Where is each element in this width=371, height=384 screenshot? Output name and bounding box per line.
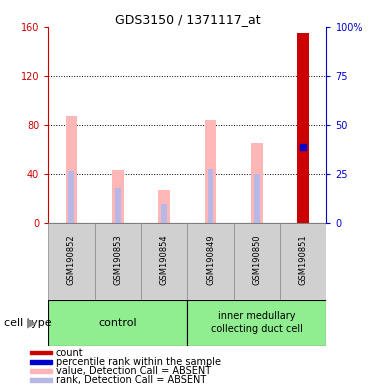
Text: cell type: cell type [4, 318, 51, 328]
Bar [234, 223, 280, 300]
Text: count: count [56, 348, 83, 358]
Bar [66, 116, 77, 223]
Text: value, Detection Call = ABSENT: value, Detection Call = ABSENT [56, 366, 211, 376]
Text: ▶: ▶ [27, 316, 36, 329]
Text: GSM190854: GSM190854 [160, 234, 169, 285]
Text: inner medullary
collecting duct cell: inner medullary collecting duct cell [211, 311, 303, 334]
Bar [30, 378, 52, 382]
Bar [30, 369, 52, 373]
Bar [112, 170, 124, 223]
Bar [95, 223, 141, 300]
Bar [69, 171, 74, 223]
Bar [48, 223, 95, 300]
Bar [298, 33, 309, 223]
Text: percentile rank within the sample: percentile rank within the sample [56, 357, 221, 367]
Bar [254, 174, 260, 223]
Text: GSM190850: GSM190850 [252, 234, 262, 285]
Bar [208, 169, 213, 223]
Bar [48, 300, 187, 346]
Bar [158, 190, 170, 223]
Text: GSM190849: GSM190849 [206, 234, 215, 285]
Bar [280, 223, 326, 300]
Text: rank, Detection Call = ABSENT: rank, Detection Call = ABSENT [56, 375, 206, 384]
Bar [161, 204, 167, 223]
Text: control: control [98, 318, 137, 328]
Text: GSM190852: GSM190852 [67, 234, 76, 285]
Bar [115, 189, 121, 223]
Bar [205, 120, 216, 223]
Bar [251, 143, 263, 223]
Text: GSM190853: GSM190853 [113, 234, 122, 285]
Text: GSM190851: GSM190851 [299, 234, 308, 285]
Title: GDS3150 / 1371117_at: GDS3150 / 1371117_at [115, 13, 260, 26]
Bar [30, 351, 52, 354]
Bar [187, 223, 234, 300]
Bar [141, 223, 187, 300]
Bar [30, 360, 52, 364]
Bar [187, 300, 326, 346]
